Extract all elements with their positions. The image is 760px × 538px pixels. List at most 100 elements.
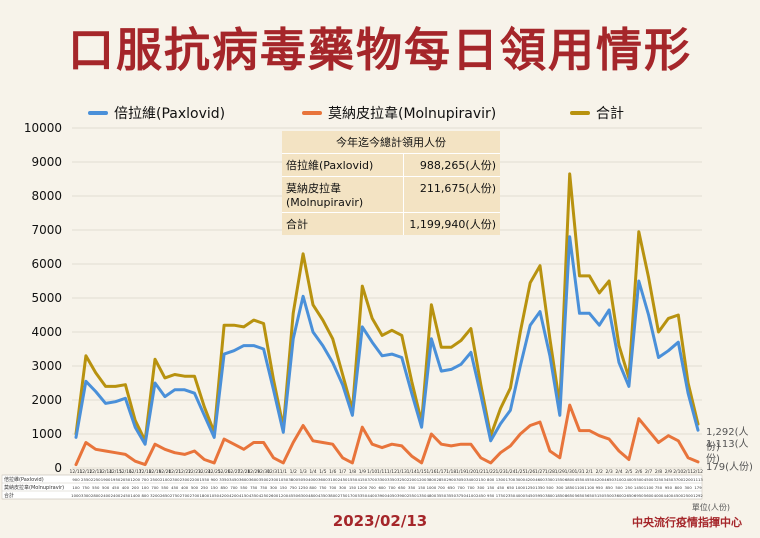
data-table-cell: 150: [487, 485, 495, 490]
data-table-cell: 1800: [200, 493, 210, 498]
data-table-cell: 4550: [288, 493, 298, 498]
data-table-cell: 700: [329, 485, 337, 490]
data-table-cell: 3300: [81, 493, 91, 498]
data-table-cell: 3750: [456, 493, 466, 498]
data-table-cell: 750: [250, 485, 258, 490]
x-tick-label: 1/23: [495, 469, 505, 475]
summary-header: 今年迄今總計領用人份: [282, 131, 500, 154]
data-table-cell: 5500: [604, 493, 614, 498]
data-table-cell: 2100: [160, 477, 170, 482]
data-table-cell: 500: [546, 485, 554, 490]
series-line-molnupiravir: [74, 403, 700, 467]
data-table-cell: 4000: [654, 493, 664, 498]
summary-value: 211,675(人份): [419, 182, 496, 195]
legend-item-paxlovid: 倍拉維(Paxlovid): [88, 103, 225, 123]
data-table-cell: 950: [665, 485, 673, 490]
data-table-cell: 2600: [269, 493, 279, 498]
data-table-cell: 3050: [456, 477, 466, 482]
report-date: 2023/02/13: [332, 512, 428, 530]
data-table-cell: 3250: [397, 477, 407, 482]
x-tick-label: 1/11: [377, 469, 387, 475]
data-table-cell: 650: [507, 485, 515, 490]
data-table-cell: 350: [408, 485, 416, 490]
x-tick-label: 1/28: [545, 469, 555, 475]
data-table-cell: 950: [596, 485, 604, 490]
data-table-cell: 2750: [170, 493, 180, 498]
x-tick-label: 12/26: [218, 469, 231, 475]
data-table-cell: 3550: [446, 493, 456, 498]
x-tick-label: 2/8: [655, 469, 662, 475]
x-tick-label: 2/12: [693, 469, 703, 475]
data-table-cell: 4200: [219, 493, 229, 498]
x-tick-label: 1/9: [359, 469, 366, 475]
x-tick-label: 12/23: [188, 469, 201, 475]
x-tick-label: 1/7: [339, 469, 346, 475]
summary-table: 今年迄今總計領用人份 倍拉維(Paxlovid) 988,265(人份) 莫納皮…: [282, 131, 500, 235]
x-tick-label: 2/1: [586, 469, 593, 475]
summary-row: 合計 1,199,940(人份): [282, 213, 500, 235]
data-table-cell: 3600: [249, 477, 259, 482]
data-table-cell: 800: [675, 485, 683, 490]
data-table-cell: 5500: [634, 477, 644, 482]
data-table-cell: 1000: [71, 493, 81, 498]
unit-note: 單位(人份): [691, 503, 730, 512]
data-table-cell: 250: [625, 485, 633, 490]
y-tick-label: 0: [54, 461, 62, 475]
x-tick-label: 1/17: [436, 469, 446, 475]
data-table-cell: 700: [438, 485, 446, 490]
data-table-cell: 850: [606, 485, 614, 490]
data-table-cell: 2500: [150, 477, 160, 482]
x-tick-label: 1/20: [466, 469, 476, 475]
data-table-cell: 3600: [614, 493, 624, 498]
data-table-cell: 2850: [436, 477, 446, 482]
data-table-cell: 4200: [229, 493, 239, 498]
data-table-cell: 4500: [673, 493, 683, 498]
data-table-cell: 500: [102, 485, 110, 490]
data-table-cell: 179: [694, 485, 702, 490]
legend-swatch-total: [570, 111, 590, 115]
x-tick-label: 1/13: [397, 469, 407, 475]
y-tick-label: 2000: [31, 393, 62, 407]
x-tick-label: 12/27: [227, 469, 240, 475]
data-table-cell: 150: [418, 485, 426, 490]
data-table-cell: 2200: [190, 477, 200, 482]
data-table-cell: 450: [112, 485, 120, 490]
data-table-cell: 700: [151, 485, 159, 490]
source-label: 中央流行疫情指揮中心: [632, 516, 742, 529]
data-table-cell: 1900: [101, 477, 111, 482]
data-table-cell: 4800: [427, 493, 437, 498]
data-table-cell: 950: [487, 493, 495, 498]
data-table-cell: 4200: [525, 477, 535, 482]
x-tick-label: 12/18: [139, 469, 152, 475]
summary-label: 合計: [282, 213, 404, 235]
data-table-cell: 2750: [338, 493, 348, 498]
x-tick-label: 1/1: [280, 469, 287, 475]
summary-label: 倍拉維(Paxlovid): [282, 154, 404, 176]
data-table-cell: 400: [122, 485, 130, 490]
data-table-cell: 3800: [427, 477, 437, 482]
data-table-cell: 5600: [644, 493, 654, 498]
data-table-cell: 4600: [535, 477, 545, 482]
data-table-cell: 2650: [624, 493, 634, 498]
x-tick-label: 12/17: [129, 469, 142, 475]
x-tick-label: 2/2: [596, 469, 603, 475]
data-table-cell: 3800: [288, 477, 298, 482]
x-tick-label: 1/12: [387, 469, 397, 475]
data-table-cell: 3800: [328, 493, 338, 498]
x-tick-label: 12/16: [119, 469, 132, 475]
y-tick-label: 7000: [31, 223, 62, 237]
x-tick-label: 1/21: [476, 469, 486, 475]
y-tick-label: 3000: [31, 359, 62, 373]
summary-label: 莫納皮拉韋 (Molnupiravir): [282, 177, 404, 212]
x-tick-label: 2/10: [673, 469, 683, 475]
data-table-row-label: 合計: [4, 492, 14, 499]
x-tick-label: 12/21: [168, 469, 181, 475]
y-tick-label: 8000: [31, 189, 62, 203]
data-table-cell: 4550: [585, 477, 595, 482]
data-table-cell: 3800: [545, 493, 555, 498]
data-table-cell: 1250: [525, 485, 535, 490]
x-tick-label: 1/14: [407, 469, 417, 475]
data-table-cell: 4500: [644, 477, 654, 482]
data-table-cell: 750: [82, 485, 90, 490]
